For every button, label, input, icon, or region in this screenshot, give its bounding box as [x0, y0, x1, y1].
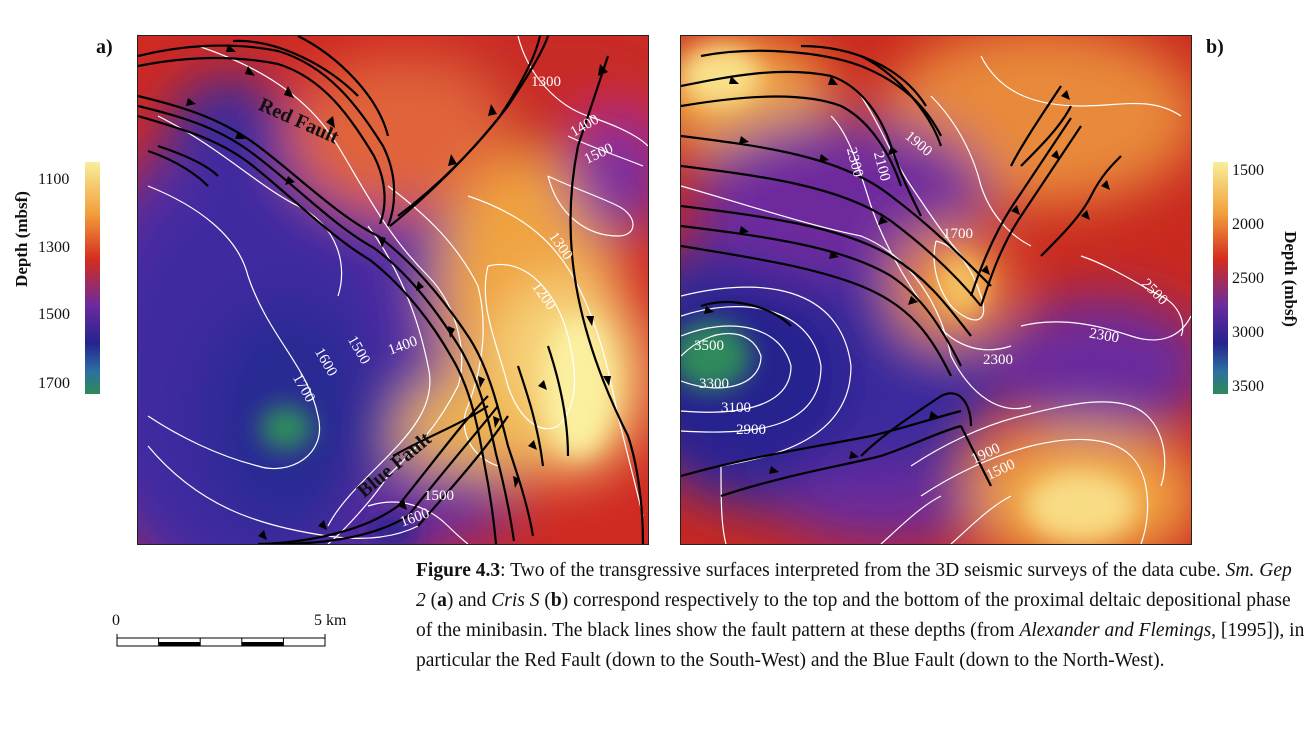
colorbar-a [85, 162, 100, 394]
caption-ref-b: b [550, 590, 562, 611]
colorbar-b-tick: 2500 [1232, 270, 1264, 287]
figure-caption: Figure 4.3: Two of the transgressive sur… [416, 560, 1305, 671]
colorbar-b-tick: 3500 [1232, 378, 1264, 395]
scale-bar-end-label: 5 km [314, 612, 347, 629]
contour-label: 2300 [983, 352, 1013, 368]
caption-text: : Two of the transgressive surfaces inte… [500, 560, 1226, 581]
contour-label: 3300 [699, 376, 729, 392]
contour-label: 3100 [721, 400, 751, 416]
colorbar-a-tick: 1100 [38, 171, 70, 188]
colorbar-b-tick: 1500 [1232, 162, 1264, 179]
scale-bar-start-label: 0 [112, 612, 120, 629]
contour-label: 1700 [943, 226, 973, 242]
contour-label: 1300 [531, 74, 561, 90]
colorbar-a-tick: 1700 [38, 375, 70, 392]
colorbar-a-tick: 1500 [38, 306, 70, 323]
caption-text: , [1995]), in particular the Red Fault (… [416, 620, 1305, 671]
depth-map-b: 1900 2300 2100 1700 2500 2300 2300 3500 … [680, 35, 1192, 545]
contour-label: 2900 [736, 422, 766, 438]
caption-text: correspond respectively to the top and t… [416, 590, 1291, 641]
caption-citation: Alexander and Flemings [1019, 620, 1212, 641]
colorbar-b-tick: 2000 [1232, 216, 1264, 233]
caption-ref-a: a [437, 590, 447, 611]
caption-figure-label: Figure 4.3 [416, 560, 501, 581]
colorbar-a-title: Depth (mbsf) [12, 191, 31, 287]
caption-survey-b: Cris S [491, 590, 540, 611]
colorbar-b-tick: 3000 [1232, 324, 1264, 341]
panel-b-label: b) [1206, 36, 1224, 58]
panel-a-label: a) [96, 36, 113, 58]
caption-text: and [453, 590, 492, 611]
depth-map-a: Red Fault Blue Fault 1300 1400 1500 1300… [137, 35, 649, 545]
scale-bar: 0 5 km [112, 612, 356, 652]
contour-label: 1500 [424, 488, 454, 504]
colorbar-b-title: Depth (mbsf) [1281, 231, 1300, 327]
colorbar-b [1213, 162, 1228, 394]
colorbar-a-tick: 1300 [38, 239, 70, 256]
caption-survey-a: Sm. Gep 2 [416, 560, 1292, 611]
contour-label: 3500 [694, 338, 724, 354]
scale-bar-graphic [116, 634, 326, 647]
